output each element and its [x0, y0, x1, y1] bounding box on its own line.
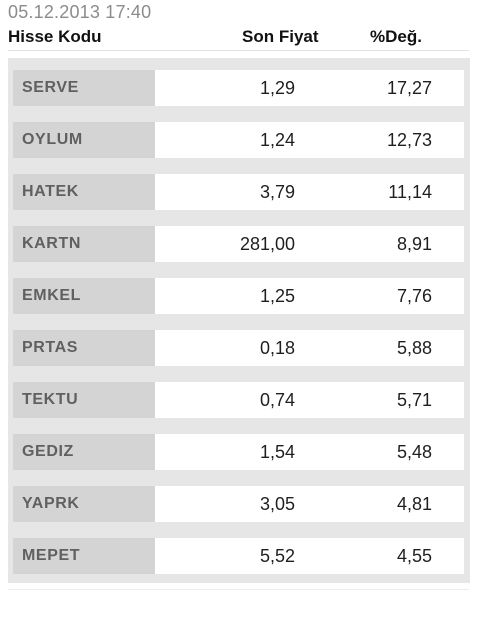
- percent-change: 5,88: [396, 338, 432, 358]
- header-divider: [8, 50, 469, 51]
- last-price: 1,25: [259, 286, 295, 306]
- header-code: Hisse Kodu: [8, 27, 102, 46]
- percent-change: 17,27: [386, 78, 432, 98]
- table-header: Hisse Kodu Son Fiyat %Değ.: [8, 27, 468, 49]
- stock-code: YAPRK: [22, 495, 80, 512]
- stock-code: MEPET: [22, 547, 81, 564]
- code-cell: MEPET: [13, 538, 155, 574]
- table-row[interactable]: GEDIZ 1,54 5,48: [13, 434, 464, 470]
- table-row[interactable]: HATEK 3,79 11,14: [13, 174, 464, 210]
- last-price: 1,29: [259, 78, 295, 98]
- code-cell: KARTN: [13, 226, 155, 262]
- code-cell: SERVE: [13, 70, 155, 106]
- percent-change: 11,14: [388, 182, 432, 202]
- stock-code: HATEK: [22, 183, 79, 200]
- timestamp: 05.12.2013 17:40: [8, 2, 152, 22]
- table-row[interactable]: EMKEL 1,25 7,76: [13, 278, 464, 314]
- stock-table: SERVE 1,29 17,27 OYLUM 1,24 12,73 HATEK …: [8, 58, 470, 583]
- table-row[interactable]: PRTAS 0,18 5,88: [13, 330, 464, 366]
- stock-code: GEDIZ: [22, 443, 74, 460]
- stock-code: KARTN: [22, 235, 81, 252]
- code-cell: OYLUM: [13, 122, 155, 158]
- table-row[interactable]: MEPET 5,52 4,55: [13, 538, 464, 574]
- percent-change: 7,76: [396, 286, 432, 306]
- table-row[interactable]: YAPRK 3,05 4,81: [13, 486, 464, 522]
- code-cell: HATEK: [13, 174, 155, 210]
- percent-change: 5,48: [396, 442, 432, 462]
- code-cell: YAPRK: [13, 486, 155, 522]
- last-price: 1,54: [259, 442, 295, 462]
- code-cell: TEKTU: [13, 382, 155, 418]
- last-price: 5,52: [259, 546, 295, 566]
- header-price: Son Fiyat: [242, 27, 319, 46]
- table-row[interactable]: TEKTU 0,74 5,71: [13, 382, 464, 418]
- percent-change: 4,81: [396, 494, 432, 514]
- percent-change: 4,55: [396, 546, 432, 566]
- code-cell: PRTAS: [13, 330, 155, 366]
- stock-code: PRTAS: [22, 339, 79, 356]
- header-change: %Değ.: [370, 27, 422, 46]
- last-price: 1,24: [259, 130, 295, 150]
- last-price: 3,79: [259, 182, 295, 202]
- table-row[interactable]: OYLUM 1,24 12,73: [13, 122, 464, 158]
- stock-code: TEKTU: [22, 391, 79, 408]
- last-price: 3,05: [259, 494, 295, 514]
- percent-change: 12,73: [386, 130, 432, 150]
- table-row[interactable]: SERVE 1,29 17,27: [13, 70, 464, 106]
- percent-change: 5,71: [396, 390, 432, 410]
- code-cell: EMKEL: [13, 278, 155, 314]
- last-price: 0,18: [259, 338, 295, 358]
- last-price: 281,00: [239, 234, 295, 254]
- stock-code: OYLUM: [22, 131, 83, 148]
- code-cell: GEDIZ: [13, 434, 155, 470]
- bottom-divider: [8, 589, 469, 590]
- stock-code: EMKEL: [22, 287, 81, 304]
- table-row[interactable]: KARTN 281,00 8,91: [13, 226, 464, 262]
- last-price: 0,74: [259, 390, 295, 410]
- stock-code: SERVE: [22, 79, 79, 96]
- percent-change: 8,91: [396, 234, 432, 254]
